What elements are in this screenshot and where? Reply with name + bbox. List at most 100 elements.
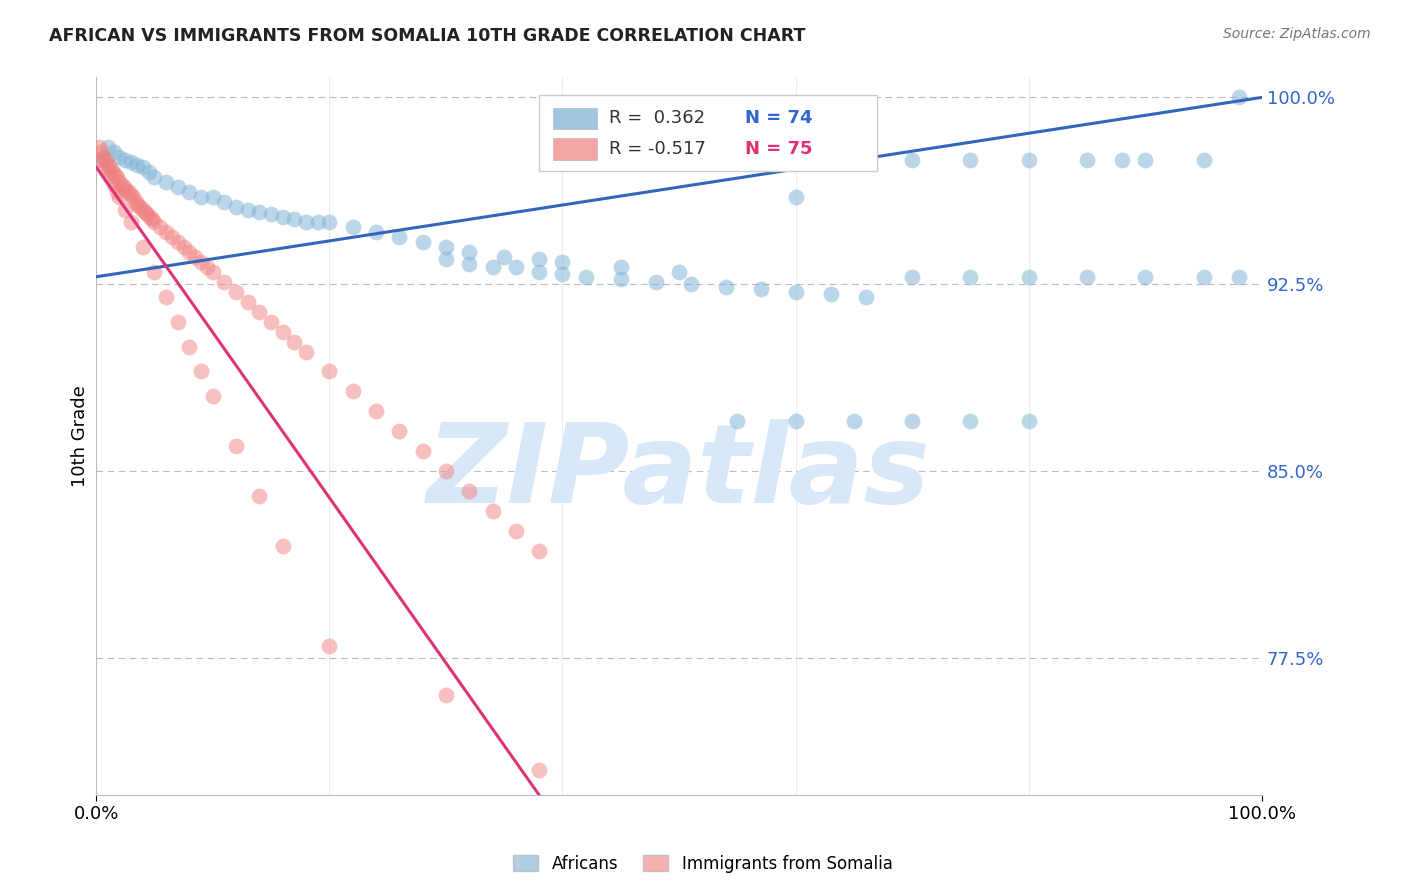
Text: AFRICAN VS IMMIGRANTS FROM SOMALIA 10TH GRADE CORRELATION CHART: AFRICAN VS IMMIGRANTS FROM SOMALIA 10TH … [49,27,806,45]
Point [125,158,148,172]
Point [505,260,527,274]
Point [136,207,159,221]
Point [112,180,135,194]
Point [959,269,981,284]
Point [166,235,188,249]
Point [108,175,131,189]
Point [1076,269,1098,284]
Point [143,265,166,279]
Point [103,145,125,160]
Point [134,205,156,219]
Point [143,170,166,185]
Text: N = 75: N = 75 [745,140,813,158]
Text: N = 74: N = 74 [745,110,813,128]
Point [166,315,188,329]
Y-axis label: 10th Grade: 10th Grade [72,385,89,487]
Point [307,215,329,229]
Point [155,175,177,189]
Point [1135,153,1157,167]
Point [155,225,177,239]
Point [271,210,294,224]
Point [120,155,142,169]
Text: R =  0.362: R = 0.362 [609,110,706,128]
Point [901,414,924,428]
Point [214,275,236,289]
Point [283,334,305,349]
Point [318,215,340,229]
Point [842,414,865,428]
Point [120,187,142,202]
Point [855,290,877,304]
Point [125,194,148,209]
Point [91,150,114,164]
Point [434,689,457,703]
Point [138,165,160,179]
Point [184,250,207,264]
Point [225,200,247,214]
Point [97,140,120,154]
Point [1192,153,1215,167]
Bar [553,108,598,129]
Point [179,185,201,199]
Point [118,185,141,199]
Point [101,165,124,179]
Point [260,315,283,329]
Point [842,153,865,167]
Point [143,215,166,229]
Point [551,267,574,281]
Point [271,325,294,339]
Point [458,244,481,259]
Bar [553,138,598,160]
Point [901,269,924,284]
Point [610,272,633,286]
Point [527,763,550,777]
Point [139,210,162,224]
Point [114,202,136,217]
Text: ZIPatlas: ZIPatlas [427,418,931,525]
Point [225,285,247,299]
Point [714,279,737,293]
Point [155,290,177,304]
Point [901,153,924,167]
Point [318,639,340,653]
Point [1135,269,1157,284]
Point [149,219,172,234]
Text: Source: ZipAtlas.com: Source: ZipAtlas.com [1223,27,1371,41]
Legend: Africans, Immigrants from Somalia: Africans, Immigrants from Somalia [506,848,900,880]
Point [120,215,142,229]
Point [104,168,127,182]
Point [271,539,294,553]
Point [820,287,842,301]
Point [412,235,434,249]
Point [91,153,114,167]
Point [132,160,155,174]
Point [481,504,503,518]
Point [103,178,125,192]
Point [1227,90,1250,104]
Point [575,269,598,284]
Point [94,160,117,174]
Point [108,150,131,164]
Point [132,202,155,217]
Point [214,194,236,209]
Point [1018,153,1040,167]
Point [364,225,387,239]
Point [190,190,212,204]
Point [458,257,481,271]
Point [1076,153,1098,167]
Point [247,489,270,503]
Point [644,275,666,289]
Point [195,260,218,274]
Point [127,197,149,211]
Point [749,282,772,296]
Point [190,364,212,378]
Point [247,304,270,318]
Point [132,240,155,254]
Point [412,444,434,458]
Point [108,190,131,204]
Point [527,252,550,267]
Point [260,207,283,221]
Point [201,265,224,279]
Point [295,215,318,229]
Point [1018,414,1040,428]
